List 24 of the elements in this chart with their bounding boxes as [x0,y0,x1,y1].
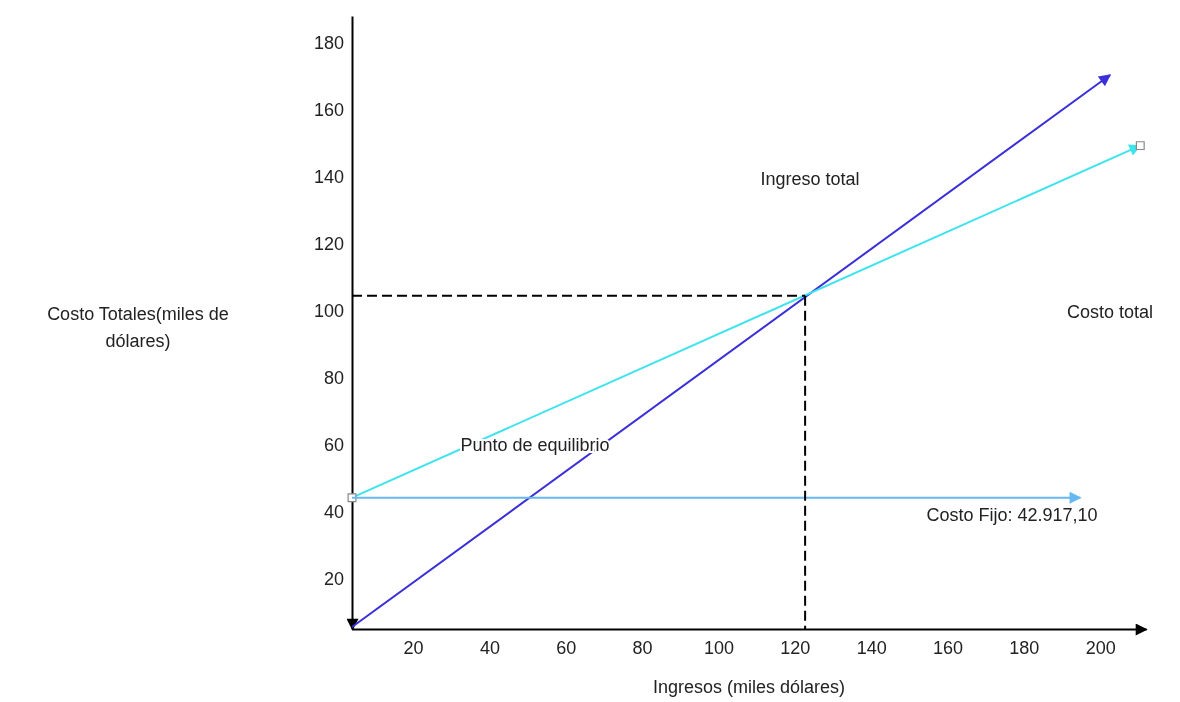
y-tick-label: 100 [313,301,344,322]
x-axis-title: Ingresos (miles dólares) [652,677,846,697]
y-axis-title: Costo Totales(miles de dólares) [47,304,229,351]
x-tick-label: 40 [479,637,500,658]
y-tick-label: 160 [313,100,344,121]
x-tick-label: 180 [1009,637,1040,658]
x-tick-label: 140 [856,637,887,658]
y-tick-label: 40 [323,502,344,523]
annotation: Costo Fijo: 42.917,10 [926,504,1098,525]
y-tick-label: 60 [323,435,344,456]
y-tick-label: 120 [313,234,344,255]
x-tick-label: 200 [1085,637,1116,658]
y-tick-label: 180 [313,33,344,54]
annotation: Costo total [1066,301,1154,322]
x-tick-label: 20 [403,637,424,658]
x-tick-label: 160 [932,637,964,658]
x-tick-label: 60 [556,637,577,658]
x-tick-label: 120 [780,637,811,658]
y-tick-label: 140 [313,167,344,188]
y-tick-label: 20 [323,569,344,590]
x-tick-label: 80 [632,637,653,658]
x-tick-label: 100 [703,637,734,658]
y-tick-label: 80 [323,368,344,389]
annotation: Ingreso total [760,168,860,189]
